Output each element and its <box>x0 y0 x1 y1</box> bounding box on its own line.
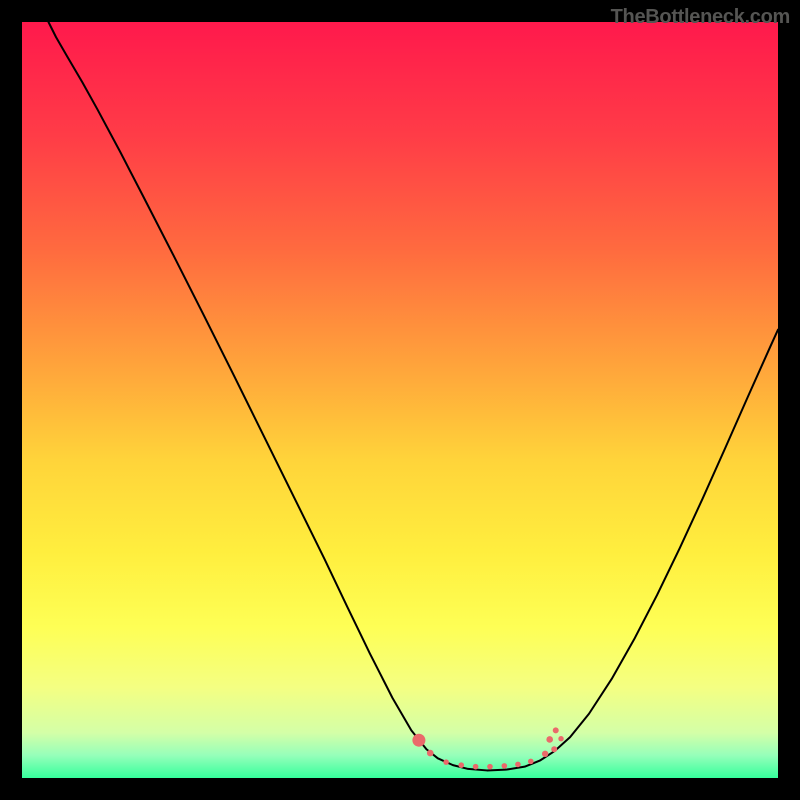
watermark-text: TheBottleneck.com <box>611 6 790 29</box>
highlight-dot <box>528 759 534 765</box>
highlight-dot <box>515 762 521 768</box>
bottleneck-curve-chart <box>0 0 800 800</box>
highlight-dot <box>473 764 479 770</box>
highlight-dot <box>487 764 493 770</box>
highlight-dot <box>412 734 425 747</box>
highlight-dot <box>443 759 449 765</box>
highlight-dot <box>502 763 508 769</box>
highlight-dot <box>558 736 563 741</box>
highlight-dot <box>546 736 553 743</box>
highlight-dot <box>427 750 434 757</box>
highlight-dot <box>542 751 548 757</box>
chart-gradient-background <box>22 22 778 778</box>
chart-container: TheBottleneck.com <box>0 0 800 800</box>
highlight-dot <box>458 762 464 768</box>
highlight-dot <box>553 727 559 733</box>
highlight-dot <box>551 746 557 752</box>
